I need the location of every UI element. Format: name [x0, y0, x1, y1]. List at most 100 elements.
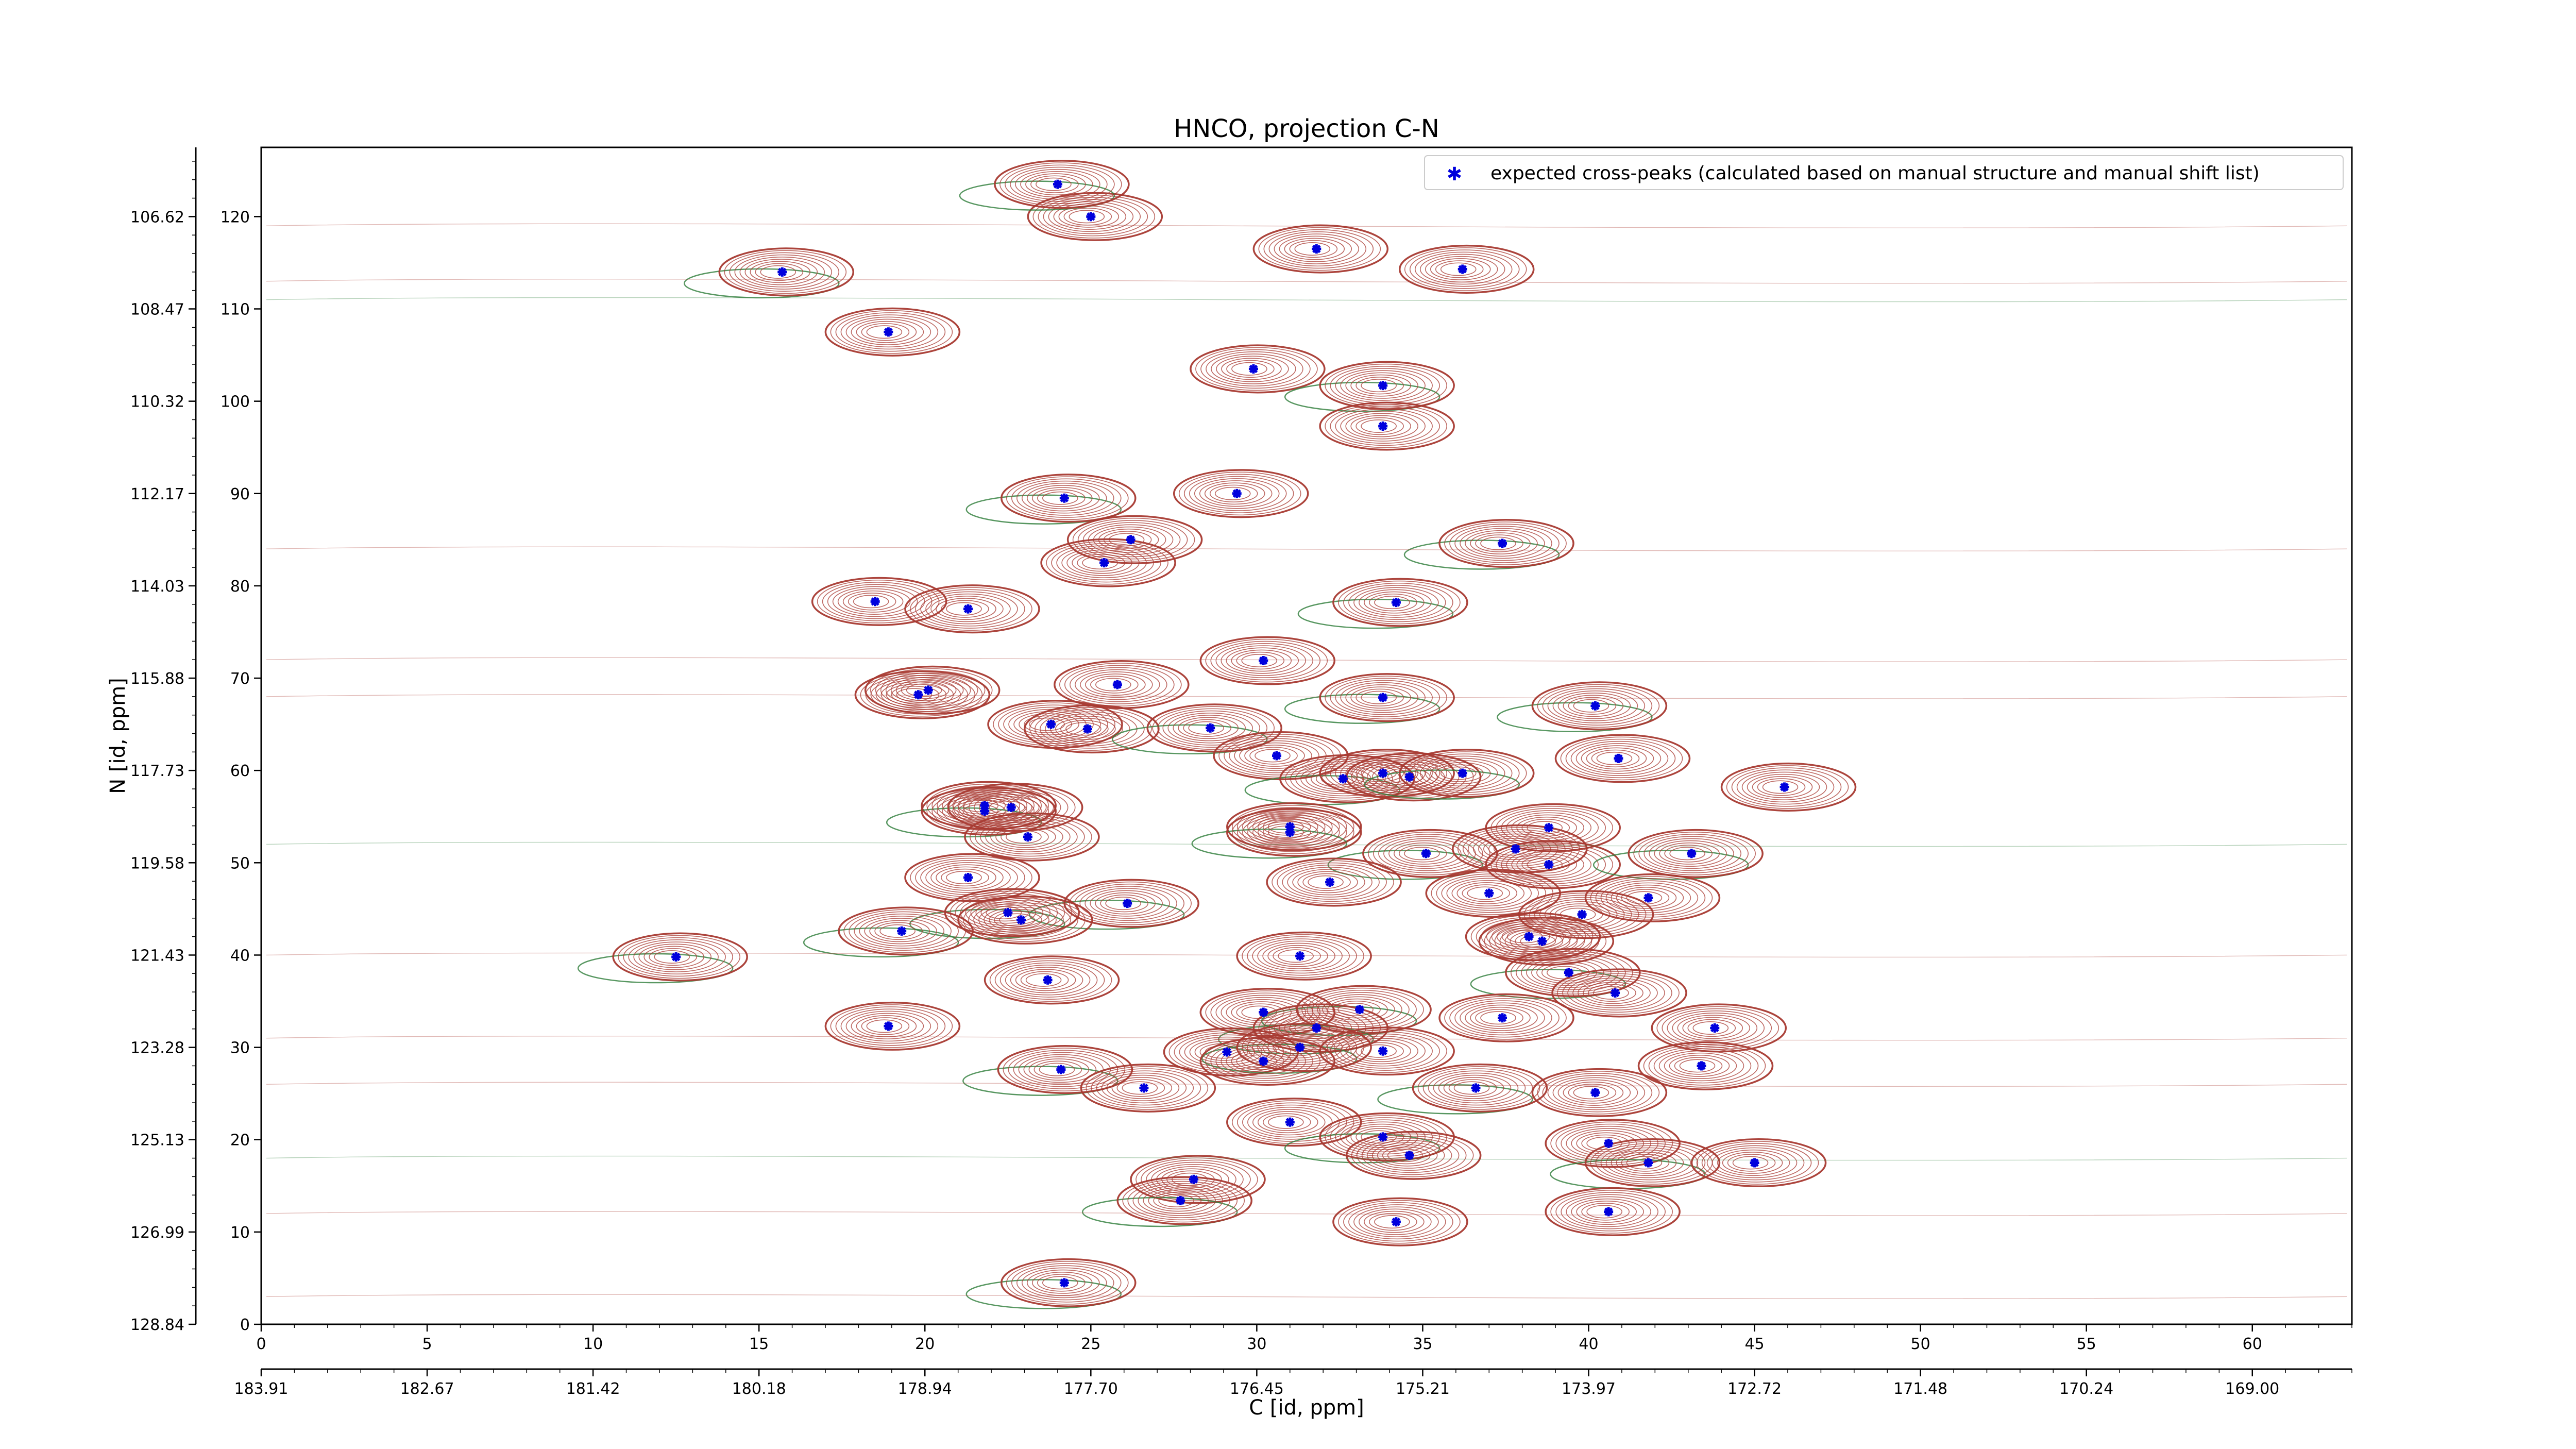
contour-line [1236, 807, 1347, 847]
contour-line [1633, 832, 1756, 875]
negative-contour-line [959, 180, 1115, 211]
contour-line [1355, 688, 1404, 706]
contour-line [1361, 419, 1397, 433]
contour-line [1221, 358, 1282, 380]
contour-line [1584, 873, 1721, 922]
contour-line [885, 675, 971, 706]
contour-line [980, 819, 1078, 855]
contour-line [1369, 1212, 1417, 1231]
contour-line [718, 247, 855, 297]
contour-line [1475, 1009, 1523, 1027]
contour-line [654, 950, 690, 964]
contour-line [1252, 813, 1326, 840]
contour-line [1531, 959, 1604, 986]
contour-line [994, 960, 1105, 1000]
contour-line [1374, 1215, 1410, 1229]
contour-line [957, 895, 1093, 945]
cross-peak-point [1421, 849, 1431, 858]
peak-contour [1081, 1176, 1252, 1227]
cross-peak-point [1232, 488, 1242, 498]
contour-line [989, 958, 1112, 1002]
cross-peak-point [1604, 1207, 1614, 1217]
peak-contour [1377, 1063, 1548, 1115]
contour-line [879, 924, 916, 938]
contour-line [824, 1001, 961, 1051]
contour-line [1435, 764, 1484, 782]
contour-line [1039, 1063, 1075, 1076]
contour-line [1388, 840, 1462, 867]
contour-line [1555, 1123, 1666, 1164]
contour-line [1038, 197, 1148, 237]
contour-line [1335, 408, 1433, 444]
contour-line [1616, 886, 1677, 909]
contour-line [1425, 256, 1498, 283]
contour-line [1070, 667, 1167, 702]
contour-line [830, 310, 953, 354]
contour-line [1731, 767, 1842, 807]
contour-line [1398, 749, 1535, 798]
contour-line [1215, 1043, 1314, 1079]
peak-contour [1284, 673, 1455, 724]
cross-peak-point [884, 327, 893, 337]
contour-line [1183, 719, 1232, 737]
contour-line [1557, 693, 1631, 719]
contour-line [1241, 1054, 1278, 1068]
contour-line [853, 595, 889, 609]
contour-line [1468, 831, 1566, 867]
contour-line [970, 815, 1092, 859]
contour-line [1148, 1189, 1209, 1212]
contour-line [1322, 996, 1395, 1023]
contour-line [875, 670, 986, 710]
contour-line [1453, 1081, 1490, 1095]
peak-contour [984, 955, 1120, 1005]
secondary-x-tick-label: 170.24 [2059, 1380, 2113, 1398]
contour-line [1209, 484, 1258, 502]
contour-line [1279, 235, 1352, 262]
contour-line [1268, 231, 1367, 267]
contour-line [729, 252, 840, 292]
peak-contour [1028, 879, 1199, 930]
contour-line [1581, 1203, 1630, 1221]
contour-line [1361, 1044, 1397, 1058]
contour-line [1521, 955, 1619, 990]
cross-peak-point [1355, 1005, 1365, 1015]
contour-line [1266, 857, 1402, 907]
contour-line [1591, 749, 1640, 768]
contour-line [1345, 1038, 1418, 1065]
contour-line [1419, 757, 1505, 789]
contour-line [628, 939, 726, 975]
cross-peak-point [1498, 538, 1507, 548]
x-tick-label: 25 [1081, 1335, 1100, 1353]
contour-line [1520, 934, 1556, 948]
contour-line [964, 812, 1100, 862]
contour-line [1325, 404, 1447, 448]
contour-line [1257, 1111, 1318, 1134]
contour-line [1325, 1029, 1447, 1073]
contour-line [920, 591, 1018, 627]
contour-line [1701, 1143, 1812, 1183]
contour-line [1578, 980, 1651, 1006]
contour-line [1325, 1115, 1447, 1159]
negative-contour-line [965, 1279, 1122, 1309]
contour-line [931, 791, 1042, 831]
contour-line [1061, 547, 1147, 578]
contour-line [1294, 242, 1331, 256]
peak-contour [1550, 1138, 1721, 1189]
contour-line [1377, 1144, 1438, 1167]
contour-line [1366, 1140, 1452, 1171]
cross-peak-point [1259, 656, 1268, 666]
contour-line [1297, 871, 1358, 894]
contour-line [1465, 1004, 1538, 1031]
contour-line [1637, 1041, 1774, 1090]
contour-line [1545, 1187, 1681, 1237]
contour-line [1284, 238, 1345, 260]
contour-line [1200, 349, 1311, 389]
contour-line [1441, 875, 1539, 911]
contour-line [1449, 998, 1560, 1038]
contour-line [1335, 1119, 1433, 1155]
contour-line [1651, 1003, 1787, 1053]
cross-peak-point [1295, 951, 1305, 961]
contour-line [1563, 1081, 1624, 1104]
cross-peak-point [1471, 1083, 1481, 1093]
contour-line [1419, 254, 1505, 285]
